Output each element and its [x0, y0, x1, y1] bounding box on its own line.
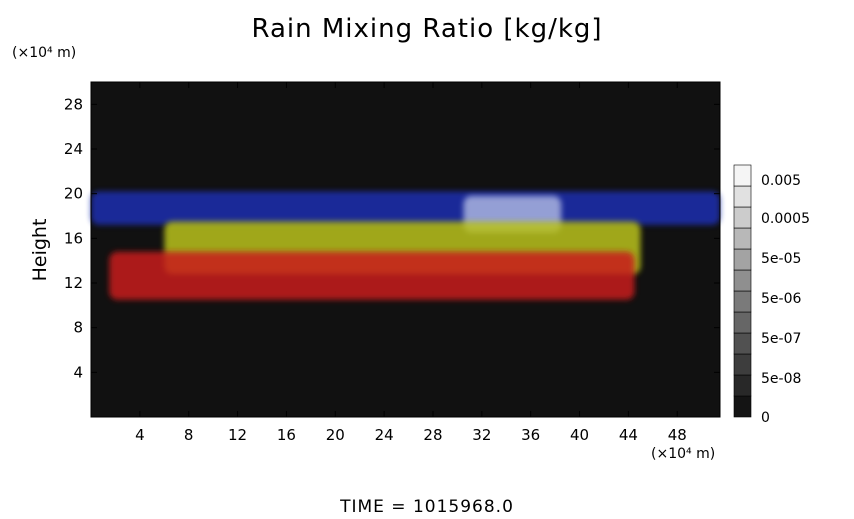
colorbar-label: 5e-05 — [761, 251, 801, 267]
y-tick-label: 8 — [73, 319, 83, 337]
x-tick-label: 36 — [521, 426, 540, 444]
colorbar-cell — [733, 185, 752, 208]
colorbar-cell — [733, 374, 752, 397]
y-tick-label: 16 — [64, 229, 83, 247]
y-tick-label: 24 — [64, 140, 83, 158]
x-tick-label: 20 — [326, 426, 345, 444]
x-tick-label: 40 — [570, 426, 589, 444]
x-tick-label: 28 — [423, 426, 442, 444]
x-tick-label: 48 — [668, 426, 687, 444]
data-region-3 — [109, 251, 635, 300]
data-region-0 — [91, 191, 720, 225]
time-label: TIME = 1015968.0 — [340, 497, 514, 517]
x-tick-label: 8 — [184, 426, 194, 444]
x-tick-label: 12 — [228, 426, 247, 444]
y-tick-label: 28 — [64, 95, 83, 113]
colorbar-label: 0 — [761, 410, 770, 426]
x-axis-unit: (×10⁴ m) — [651, 446, 716, 462]
colorbar-label: 5e-08 — [761, 371, 801, 387]
colorbar-cell — [733, 332, 752, 355]
y-tick-label: 12 — [64, 274, 83, 292]
x-tick-label: 4 — [135, 426, 145, 444]
colorbar-label: 5e-07 — [761, 331, 801, 347]
colorbar-label: 5e-06 — [761, 291, 801, 307]
data-regions — [91, 191, 720, 300]
colorbar-cell — [733, 206, 752, 229]
colorbar-cell — [733, 290, 752, 313]
y-axis-unit: (×10⁴ m) — [12, 45, 77, 61]
colorbar-cell — [733, 227, 752, 250]
colorbar-cell — [733, 164, 752, 187]
x-tick-label: 32 — [472, 426, 491, 444]
colorbar-cell — [733, 248, 752, 271]
x-axis-ticks: 4 8 12 16 20 24 28 32 36 40 44 48 — [135, 82, 687, 444]
x-tick-label: 24 — [375, 426, 394, 444]
colorbar-label: 0.0005 — [761, 211, 810, 227]
colorbar-cell — [733, 269, 752, 292]
x-tick-label: 44 — [619, 426, 638, 444]
y-tick-label: 4 — [73, 363, 83, 381]
plot-frame — [90, 81, 721, 418]
colorbar-label: 0.005 — [761, 173, 801, 189]
colorbar-cell — [733, 353, 752, 376]
colorbar-cell — [733, 311, 752, 334]
colorbar-cell — [733, 395, 752, 418]
y-axis-ticks: 4 8 12 16 20 24 28 — [64, 95, 720, 381]
chart-title: Rain Mixing Ratio [kg/kg] — [251, 14, 603, 44]
x-tick-label: 16 — [277, 426, 296, 444]
colorbar: 0.005 0.0005 5e-05 5e-06 5e-07 5e-08 0 — [733, 164, 810, 426]
y-tick-label: 20 — [64, 185, 83, 203]
